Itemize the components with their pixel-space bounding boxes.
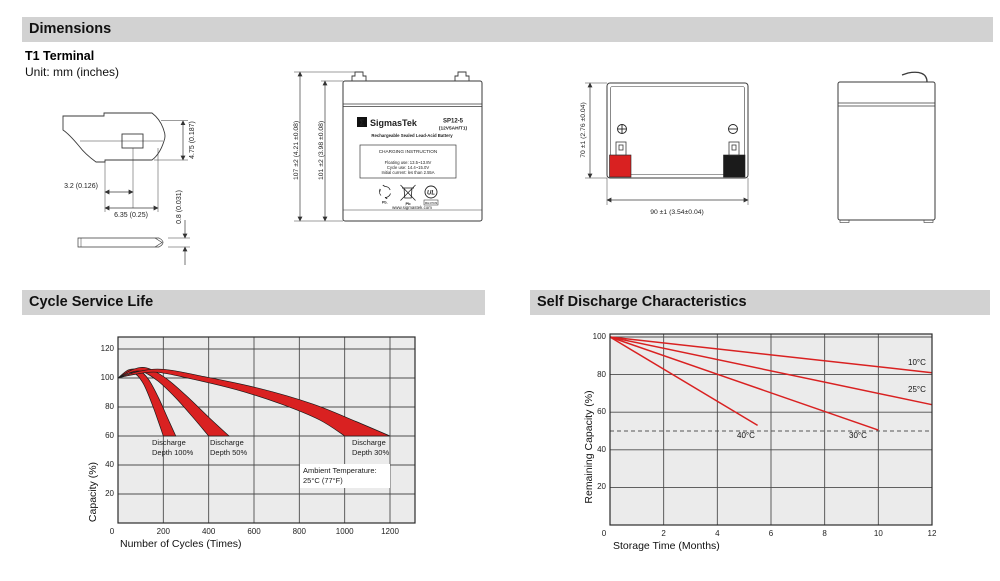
x-tick-label: 6 [768,529,774,538]
pb-bin-icon [400,184,416,201]
cycle-chart-x-axis-title: Number of Cycles (Times) [120,538,242,550]
battery-front-outline [342,71,483,222]
discharge-depth-band [117,368,391,437]
x-tick-label: 400 [201,527,216,536]
plus-terminal-icon [617,124,627,134]
x-tick-label: 10 [873,529,883,538]
charging-line-1: Floating use: 13.5~13.8V [385,160,432,165]
cycle-service-life-plot [117,336,416,524]
charging-line-2: Cycle use: 14.4~15.0V [387,165,429,170]
y-tick-label: 80 [105,402,114,411]
positive-terminal-block [609,154,632,178]
curve-label-25c: 25°C [908,385,926,394]
ul-mark-icon: UL MH47639 [423,185,439,206]
minus-terminal-icon [728,124,738,134]
unit-note: Unit: mm (inches) [25,65,120,79]
y-tick-label: 60 [597,407,606,417]
y-tick-label: 120 [100,344,114,353]
discharge-line [609,336,933,406]
y-tick-label: 40 [597,444,606,454]
model-spec: (12V5AH/T1) [439,126,468,132]
pb-bin-label: Pb [405,201,411,206]
section-header-dimensions: Dimensions [22,17,993,42]
battery-top-outline [606,82,749,179]
front-dim-total-height: 107 ±2 (4.21 ±0.08) [293,121,300,180]
x-tick-label: 12 [927,529,937,538]
negative-terminal-block [723,154,746,178]
charging-line-3: Initial current: les than 2.55A [381,170,434,175]
brand-name: SigmasTek [370,118,418,128]
model-number: SP12-5 [443,119,464,125]
battery-top-view: 70 ±1 (2.76 ±0.04) 90 ±1 (3.54±0.04) [580,82,749,216]
pb-recycle-label: Pb. [382,201,388,205]
x-tick-label: 800 [292,527,306,536]
terminal-dim-height: 4.75 (0.187) [189,121,196,159]
curve-label-30c: 30°C [849,431,867,440]
top-dim-width: 90 ±1 (3.54±0.04) [650,209,704,216]
y-tick-label: 100 [592,332,606,341]
annotation-discharge-depth-100: Discharge Depth 100% [152,438,194,457]
discharge-line [609,336,933,374]
terminal-type-label: T1 Terminal [25,49,95,63]
top-dim-height: 70 ±1 (2.76 ±0.04) [580,102,587,157]
brand-logo-box [357,117,367,127]
section-title-cycle-service-life: Cycle Service Life [29,294,154,310]
discharge-line [609,336,879,431]
x-tick-label: 1000 [335,527,354,536]
annotation-ambient-temperature: Ambient Temperature: 25°C (77°F) [300,464,390,488]
curve-label-10c: 10°C [908,358,926,367]
front-dim-body-height: 101 ±2 (3.98 ±0.08) [318,121,325,180]
x-tick-label: 0 [109,527,115,536]
battery-top-dimension-lines [585,82,749,205]
annotation-discharge-depth-50: Discharge Depth 50% [210,438,248,457]
terminal-dim-thickness: 0.8 (0.031) [176,190,183,224]
x-tick-label: 2 [661,529,666,538]
y-tick-label: 20 [105,489,114,498]
terminal-detail-drawing: 3.2 (0.126) 6.35 (0.25) 4.75 (0.187) 0.8… [62,112,196,265]
plot-border [609,333,933,526]
battery-type-line: Rechargeable Sealed Lead-Acid Battery [371,133,453,138]
terminal-tabs [615,141,740,156]
battery-front-view: 107 ±2 (4.21 ±0.08) 101 ±2 (3.98 ±0.08) … [293,71,483,222]
battery-front-dimension-lines [294,71,356,222]
terminal-dim-width: 6.35 (0.25) [114,212,148,219]
battery-side-outline [837,71,936,223]
x-tick-label: 600 [247,527,261,536]
curve-label-40c: 40°C [737,431,755,440]
x-tick-label: 4 [715,529,720,538]
charging-instruction-box [359,144,457,179]
x-tick-label: 0 [601,529,607,538]
self-discharge-chart: Remaining Capacity (%) Storage Time (Mon… [560,328,980,568]
website-text: www.sigmastek.com [392,205,432,210]
terminal-dim-hole-offset: 3.2 (0.126) [64,183,98,190]
terminal-tab-outline [62,112,166,212]
cycle-service-life-chart: Capacity (%) Number of Cycles (Times) Di… [80,330,440,565]
y-tick-label: 20 [597,482,606,492]
section-header-cycle-service-life: Cycle Service Life [22,290,485,315]
y-tick-label: 40 [105,460,114,469]
terminal-dimension-lines [77,120,190,265]
annotation-discharge-depth-30: Discharge Depth 30% [352,438,390,457]
battery-side-view [837,71,936,223]
self-discharge-plot [609,333,933,526]
self-discharge-x-axis-title: Storage Time (Months) [613,540,720,552]
y-tick-label: 60 [105,431,114,440]
plot-border [117,336,416,524]
terminal-type-block: T1 Terminal Unit: mm (inches) [25,49,119,79]
x-tick-label: 1200 [381,527,399,536]
section-header-self-discharge: Self Discharge Characteristics [530,290,990,315]
ul-mark-letters: UL [427,191,435,197]
pb-recycle-icon [379,184,391,200]
charging-title: CHARGING INSTRUCTION [379,149,438,154]
y-tick-label: 100 [100,373,114,382]
section-title-self-discharge: Self Discharge Characteristics [537,294,747,310]
ul-file-number: MH47639 [425,201,438,205]
x-tick-label: 200 [156,527,170,536]
discharge-line [609,336,758,427]
section-title-dimensions: Dimensions [29,21,112,37]
x-tick-label: 8 [822,529,827,538]
brand-logo-sigma-icon: Σ [360,119,365,128]
y-tick-label: 80 [597,369,606,379]
